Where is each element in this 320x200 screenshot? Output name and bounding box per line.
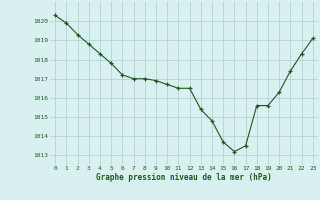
- X-axis label: Graphe pression niveau de la mer (hPa): Graphe pression niveau de la mer (hPa): [96, 173, 272, 182]
